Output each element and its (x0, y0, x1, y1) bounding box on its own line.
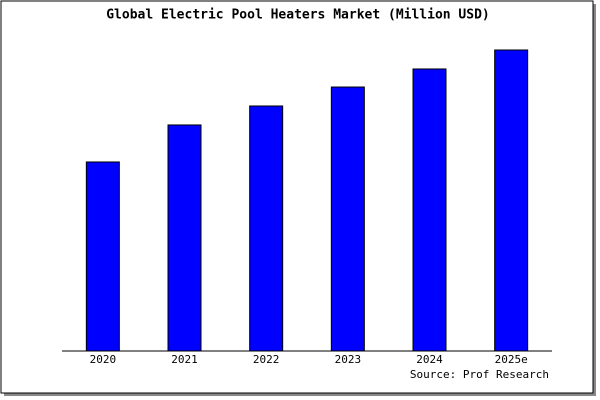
bar (167, 124, 202, 352)
source-note: Source: Prof Research (410, 368, 549, 381)
bar (85, 161, 120, 352)
bar (494, 49, 529, 352)
x-tick-label: 2024 (416, 353, 443, 366)
chart-title: Global Electric Pool Heaters Market (Mil… (106, 8, 490, 23)
x-tick-label: 2021 (171, 353, 198, 366)
x-tick-label: 2023 (335, 353, 362, 366)
bar (330, 86, 365, 352)
x-tick-label: 2025e (495, 353, 528, 366)
bar (249, 105, 284, 352)
x-tick-label: 2022 (253, 353, 280, 366)
x-tick-label: 2020 (90, 353, 117, 366)
bar (412, 68, 447, 352)
